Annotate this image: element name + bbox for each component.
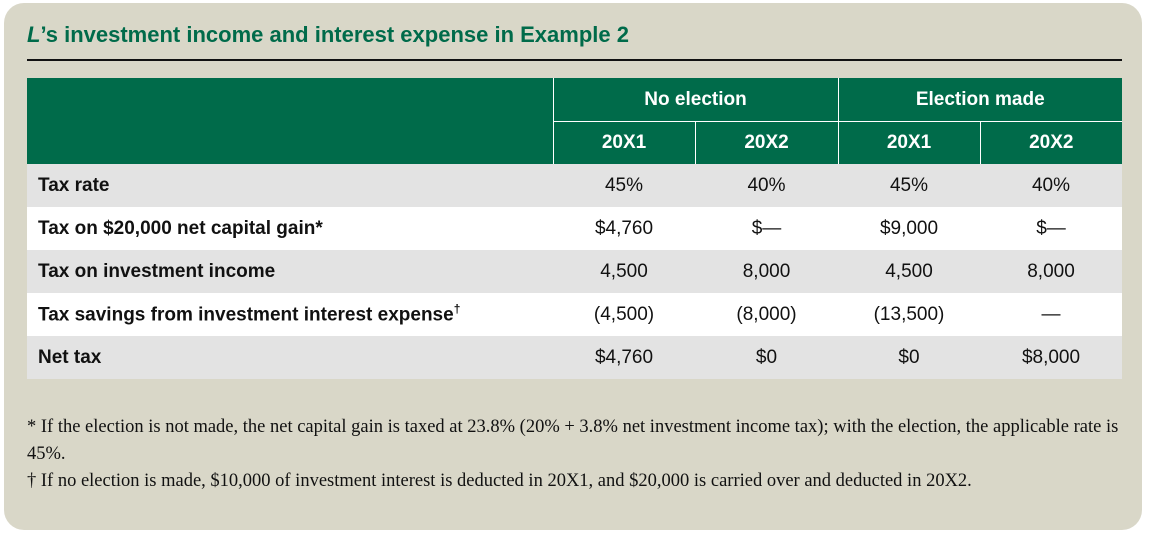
table-cell: $0 <box>695 336 838 379</box>
table-row: Tax savings from investment interest exp… <box>27 293 1122 336</box>
table-cell: $0 <box>838 336 980 379</box>
table-cell: (8,000) <box>695 293 838 336</box>
header-year: 20X1 <box>837 121 980 164</box>
table-row: Tax rate 45% 40% 45% 40% <box>27 164 1122 207</box>
table-row: Tax on $20,000 net capital gain* $4,760 … <box>27 207 1122 250</box>
table-cell: $— <box>980 207 1122 250</box>
row-label: Net tax <box>27 336 553 379</box>
row-label-text: Tax on investment income <box>38 260 276 282</box>
footnote-asterisk: * If the election is not made, the net c… <box>27 417 1119 464</box>
dagger-footnote-mark: † <box>453 302 461 317</box>
table-cell: $8,000 <box>980 336 1122 379</box>
title-text: ’s investment income and interest expens… <box>40 22 629 47</box>
tax-comparison-table: No election Election made 20X1 20X2 20X1… <box>27 78 1122 379</box>
table-cell: 4,500 <box>838 250 980 293</box>
table-cell: 45% <box>553 164 695 207</box>
row-label-text: Tax savings from investment interest exp… <box>38 304 454 326</box>
table-cell: 8,000 <box>695 250 838 293</box>
table-cell: — <box>980 293 1122 336</box>
table-row: Tax on investment income 4,500 8,000 4,5… <box>27 250 1122 293</box>
table-row: Net tax $4,760 $0 $0 $8,000 <box>27 336 1122 379</box>
table-cell: 45% <box>838 164 980 207</box>
footnote-dagger: † If no election is made, $10,000 of inv… <box>27 471 972 491</box>
row-label: Tax savings from investment interest exp… <box>27 293 553 336</box>
header-year: 20X2 <box>694 121 838 164</box>
row-label: Tax on investment income <box>27 250 553 293</box>
row-label: Tax on $20,000 net capital gain* <box>27 207 553 250</box>
row-label: Tax rate <box>27 164 553 207</box>
row-label-text: Net tax <box>38 346 102 368</box>
row-label-text: Tax on $20,000 net capital gain* <box>38 217 323 239</box>
group-header-row: No election Election made <box>27 78 1122 164</box>
header-blank-cell <box>27 78 553 164</box>
table-cell: (13,500) <box>838 293 980 336</box>
table-cell: 40% <box>695 164 838 207</box>
table-cell: $4,760 <box>553 336 695 379</box>
table-cell: 8,000 <box>980 250 1122 293</box>
table-cell: $9,000 <box>838 207 980 250</box>
header-election-made: Election made <box>837 78 1122 122</box>
title-italic-name: L <box>27 22 41 47</box>
year-header-row: 20X1 20X2 20X1 20X2 <box>27 121 1122 164</box>
table-cell: 4,500 <box>553 250 695 293</box>
table-cell: $4,760 <box>553 207 695 250</box>
title-rule <box>27 59 1122 61</box>
header-year: 20X2 <box>979 121 1122 164</box>
exhibit-title: L’s investment income and interest expen… <box>27 22 629 48</box>
table-cell: $— <box>695 207 838 250</box>
header-no-election: No election <box>552 78 838 122</box>
row-label-text: Tax rate <box>38 174 110 196</box>
table-cell: 40% <box>980 164 1122 207</box>
table-cell: (4,500) <box>553 293 695 336</box>
footnotes: * If the election is not made, the net c… <box>27 414 1127 495</box>
header-year: 20X1 <box>552 121 695 164</box>
